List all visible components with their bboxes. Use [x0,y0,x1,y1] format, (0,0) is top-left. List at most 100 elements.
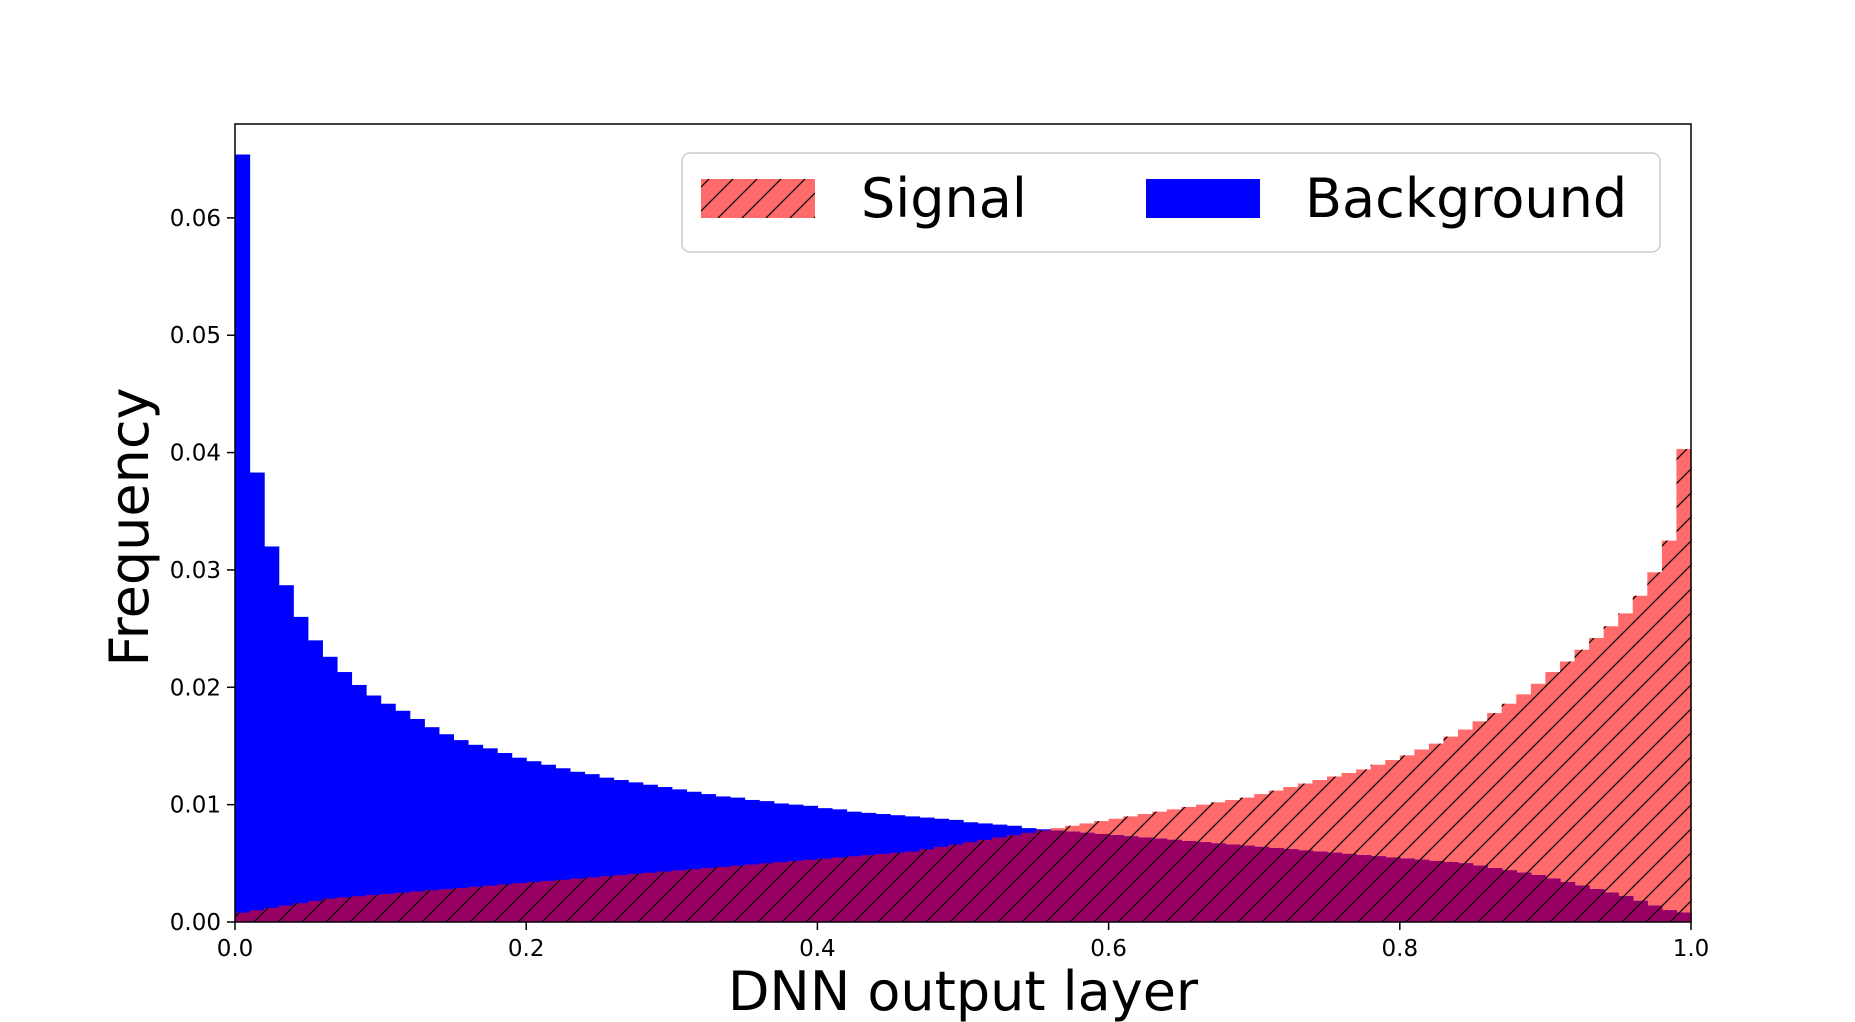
y-tick-label: 0.03 [170,558,221,584]
y-axis-ticks: 0.00 0.01 0.02 0.03 0.04 0.05 0.06 [170,206,235,936]
signal-hatch-bar [846,856,862,922]
x-axis-title: DNN output layer [728,960,1199,1022]
signal-hatch-bar [1414,749,1430,922]
signal-hatch-bar [1137,814,1153,922]
x-tick-label: 1.0 [1673,936,1710,962]
signal-hatch-bar [1152,811,1168,922]
signal-hatch-bar [1123,816,1139,922]
signal-hatch-bar [831,857,848,922]
signal-hatch-bar [1443,736,1459,922]
signal-hatch-bar [1559,661,1576,922]
background-bar [351,684,367,922]
signal-hatch-bar [1297,783,1314,922]
signal-hatch-bar [1021,832,1037,922]
signal-hatch-bar [555,879,571,922]
signal-hatch-bar [1268,790,1284,922]
background-bar [293,616,309,922]
signal-hatch-bar [1458,729,1474,922]
signal-hatch-bar [584,877,600,922]
signal-hatch-bar [453,887,469,922]
signal-hatch-bar [293,903,309,922]
background-bar [322,656,338,922]
signal-hatch-bar [569,878,586,922]
signal-hatch-bar [992,837,1008,922]
signal-hatch-bar [1006,835,1022,922]
signal-hatch-bar [482,885,498,922]
signal-hatch-bar [1574,649,1590,922]
legend: Signal Background [681,152,1661,253]
legend-label-signal: Signal [861,167,1027,230]
x-tick-label: 0.2 [508,936,545,962]
signal-hatch-bar [1487,713,1503,922]
signal-hatch-bar [1370,764,1386,922]
signal-hatch-bar [977,839,993,922]
signal-hatch-bar [336,897,353,922]
signal-hatch-bar [1050,828,1066,922]
signal-hatch-bar [1647,572,1663,922]
x-tick-label: 0.6 [1090,936,1127,962]
signal-hatch-bar [613,875,629,922]
signal-hatch-bar [1239,797,1255,922]
signal-hatch-bar [715,866,731,922]
signal-hatch-bar [890,852,906,922]
signal-hatch-bar [1385,760,1401,922]
y-tick-label: 0.02 [170,675,221,701]
y-tick-label: 0.00 [170,910,221,936]
y-tick-label: 0.05 [170,323,221,349]
signal-hatch-bar [1079,823,1095,922]
signal-hatch-bar [933,846,950,922]
background-bar [395,710,411,922]
signal-hatch-bar [919,849,935,922]
signal-hatch-bar [1254,794,1270,922]
signal-hatch-bar [351,896,367,922]
x-axis-ticks: 0.0 0.2 0.4 0.6 0.8 1.0 [217,922,1710,962]
signal-hatch-bar [1399,755,1415,922]
signal-hatch-bar [497,884,513,922]
signal-hatch-bar [1516,694,1532,922]
signal-hatch-bar [1618,613,1634,922]
y-tick-label: 0.06 [170,206,221,232]
signal-hatch-bar [1472,721,1488,922]
signal-hatch-bar [773,862,789,922]
background-bar [453,740,469,922]
signal-hatch-bar [467,886,484,922]
background-bar [307,640,323,922]
background-bar [264,546,280,922]
signal-hatch-bar [264,907,280,922]
signal-hatch-bar [599,876,615,922]
signal-hatch-bar [657,871,673,922]
background-bar [235,154,251,922]
signal-hatch-bar [1661,540,1678,922]
signal-hatch-bar [1632,595,1648,922]
y-axis-title: Frequency [98,388,161,667]
signal-hatch-bar [511,883,527,922]
signal-hatch-bar [817,858,833,922]
signal-hatch-bar [1225,799,1241,922]
signal-hatch-bar [628,873,644,922]
signal-hatch-bar [1356,769,1372,922]
background-bar [511,757,527,922]
signal-hatch-bar [700,868,717,922]
background-bar [438,734,454,922]
signal-hatch-bar [1327,776,1343,922]
signal-hatch-bar [1530,683,1546,922]
signal-hatch-bar [1035,830,1051,922]
signal-hatch-bar [802,859,818,922]
signal-hatch-bar [861,855,877,922]
signal-hatch-bar [1312,780,1328,922]
signal-hatch-bar [1181,806,1197,922]
background-bar [336,672,353,922]
y-tick-label: 0.01 [170,793,221,819]
signal-hatch-bar [366,895,382,922]
signal-hatch-bar [1428,743,1445,922]
y-tick-label: 0.04 [170,441,221,467]
signal-hatch-bar [744,864,760,922]
signal-hatch-bar [963,842,979,922]
background-bar [278,585,294,922]
signal-hatch-bar [875,853,891,922]
signal-hatch-bar [1210,802,1226,922]
legend-swatch-signal-hatch [701,179,815,218]
x-tick-label: 0.8 [1382,936,1419,962]
x-tick-label: 0.4 [799,936,836,962]
